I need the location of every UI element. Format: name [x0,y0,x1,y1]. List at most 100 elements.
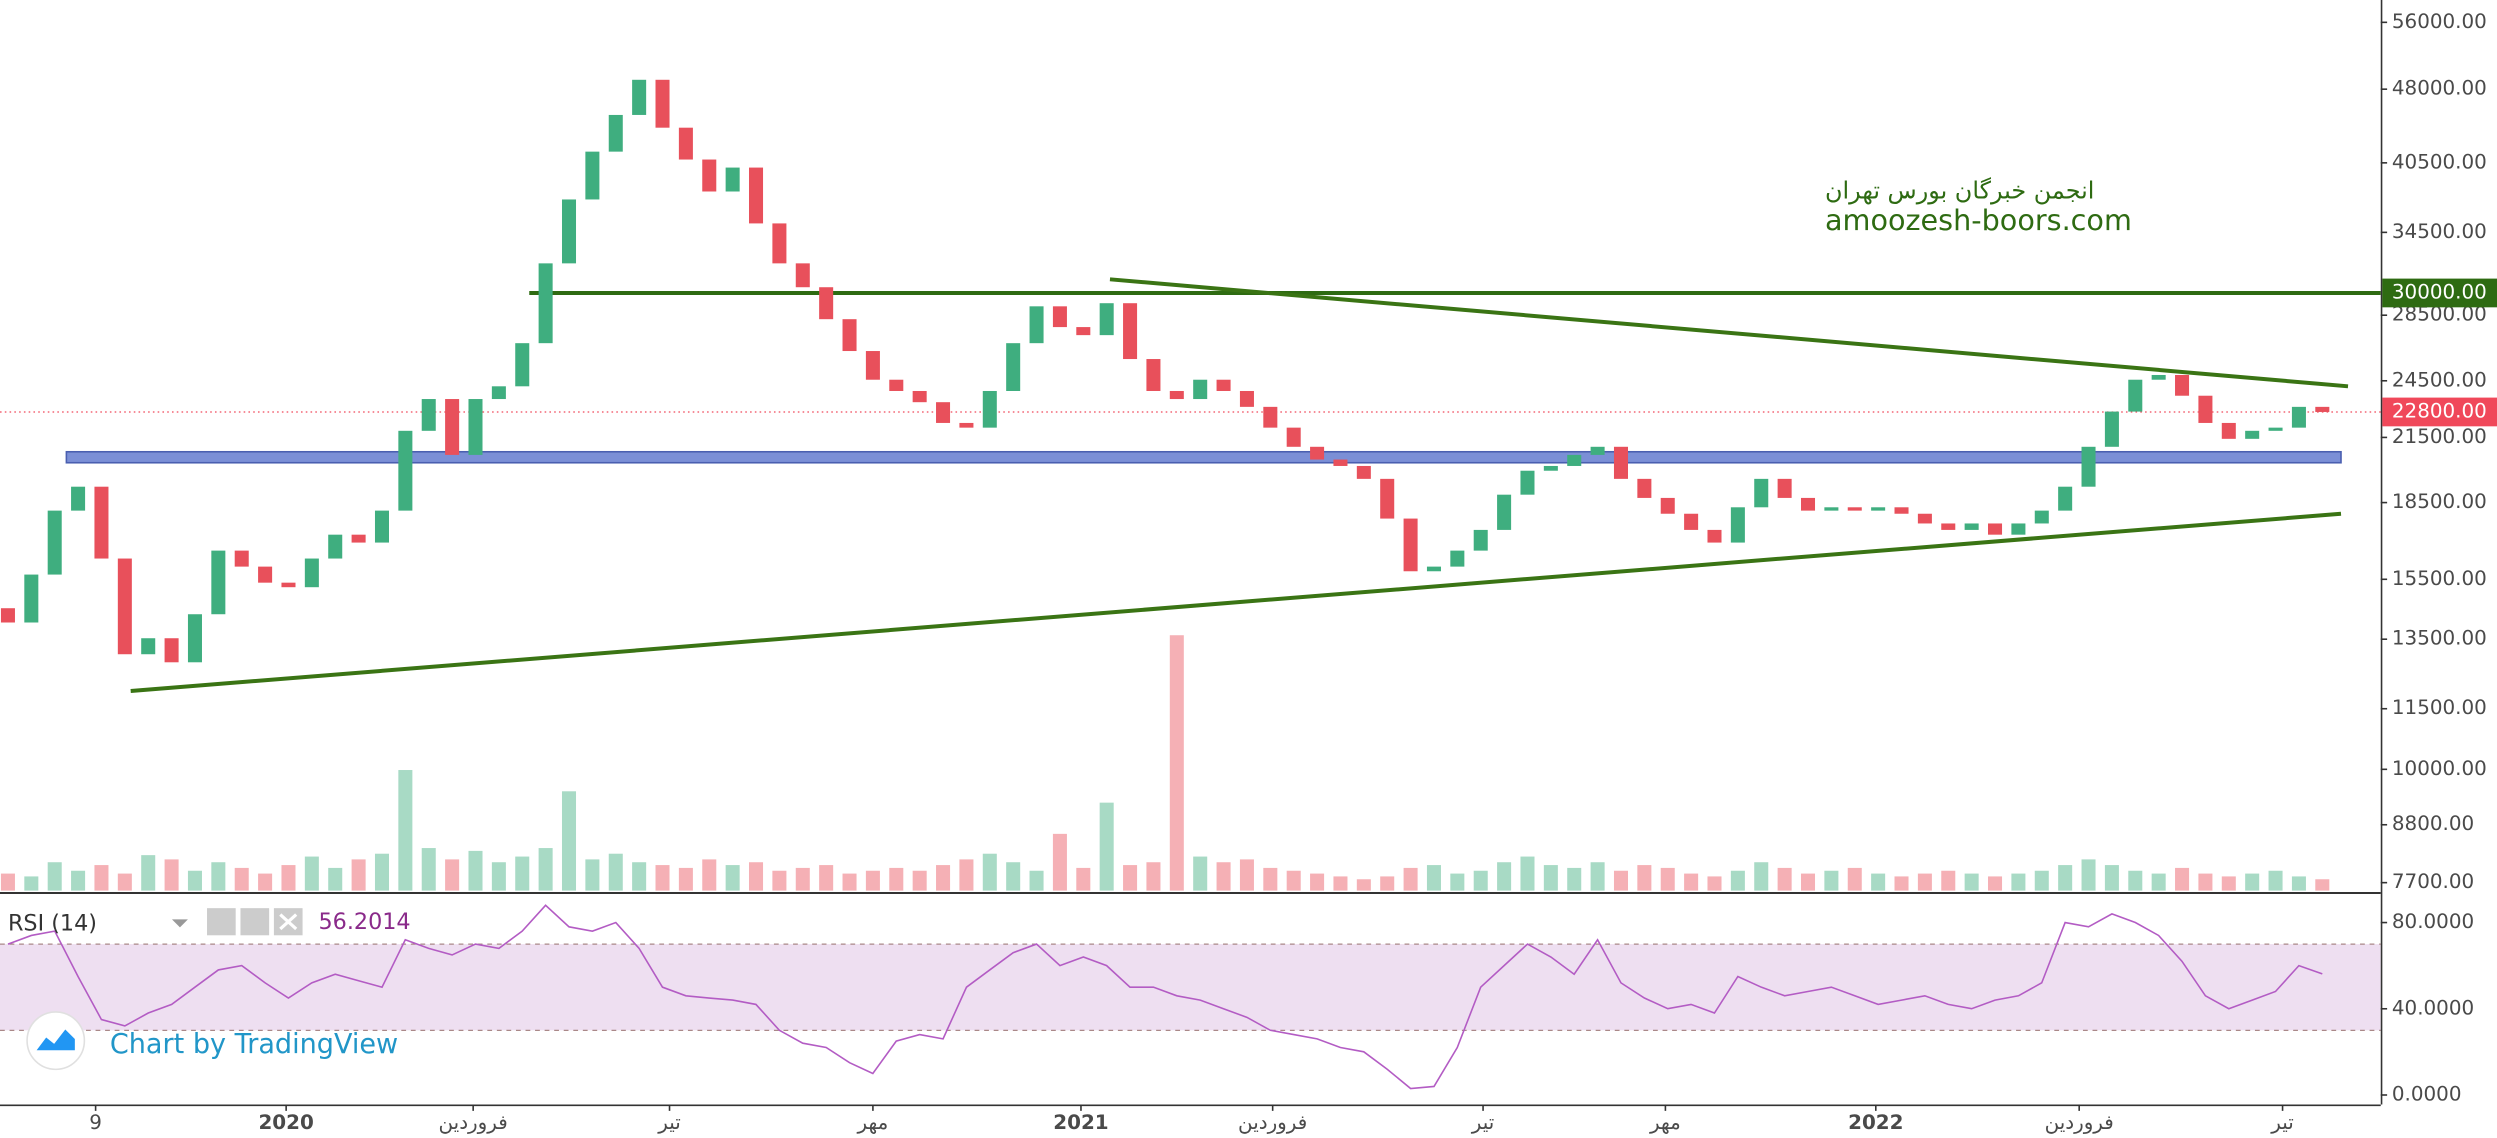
volume-bar [304,856,319,891]
y-tick-label: 40500.00 [2392,150,2487,173]
candle-body [1239,390,1254,407]
x-tick-label: 9 [89,1111,102,1134]
volume-bar [982,853,997,891]
volume-bar [2268,870,2283,891]
volume-bar [281,865,296,891]
candle-body [281,582,296,588]
volume-bar [1473,870,1488,891]
candle-body [1824,507,1839,511]
volume-bar [1988,876,2003,891]
volume-bar [1964,873,1979,891]
x-tick-label: تیر [1471,1111,1495,1134]
volume-bar [2175,867,2190,891]
candle-body [2081,446,2096,487]
credit[interactable]: Chart by TradingView [110,1029,398,1060]
volume-bar [1590,862,1605,891]
candle-body [1800,497,1816,511]
candle-body [678,127,693,160]
volume-bar [1917,873,1932,891]
volume-bar [772,870,787,891]
candle-body [1590,446,1605,455]
volume-bar [1871,873,1886,891]
candle-body [982,390,997,428]
volume-bar [842,873,857,891]
volume-bar [445,859,460,891]
volume-bar [1777,867,1792,891]
volume-bar [1567,867,1582,891]
candle-body [1637,478,1652,498]
volume-bar [1239,859,1254,891]
volume-bar [1123,865,1138,891]
volume-bar [1660,867,1675,891]
candle-body [0,608,15,623]
candle-body [725,167,740,192]
hide-icon[interactable] [207,908,236,936]
candle-body [491,386,506,400]
candle-body [468,399,483,455]
candle-body [1707,529,1722,543]
volume-bar [1029,870,1044,891]
current-price-label: 22800.00 [2392,399,2487,422]
candle-body [1356,465,1371,479]
volume-bar [702,859,717,891]
x-tick-label: مهر [857,1111,889,1134]
volume-bar [1520,856,1535,891]
volume-bar [2198,873,2213,891]
candle-body [94,486,109,559]
volume-bar [1754,862,1769,891]
volume-bar [2151,873,2166,891]
candle-body [1754,478,1769,508]
volume-bar [1006,862,1021,891]
volume-bar [1052,833,1067,891]
tradingview-logo[interactable] [26,1011,86,1071]
candle-body [1286,427,1301,447]
rsi-pane [0,904,2388,1096]
volume-bar [328,867,343,891]
volume-bar [1380,876,1395,891]
volume-bar [1894,876,1909,891]
volume-bar [1730,870,1745,891]
candle-body [1193,379,1208,400]
candle-body [304,558,319,588]
volume-bar [2315,879,2330,891]
candle-body [1099,303,1114,336]
candle-body [234,550,249,567]
volume-bar [421,848,436,891]
candle-body [1450,550,1465,567]
volume-bar [1800,873,1816,891]
volume-bar [1216,862,1231,891]
volume-bar [1426,865,1441,891]
candle-body [959,422,974,428]
candle-body [1497,494,1512,530]
price-pane [0,21,2388,891]
volume-bar [24,876,39,891]
current-price-box [2382,397,2497,427]
candle-body [398,430,413,511]
volume-bar [1684,873,1699,891]
candle-body [1613,446,1628,479]
volume-bar [351,859,366,891]
candle-body [1333,459,1348,466]
volume-bar [2104,865,2119,891]
volume-bar [725,865,740,891]
settings-icon[interactable] [240,908,270,936]
y-tick-label: 48000.00 [2392,77,2487,100]
volume-bar [1286,870,1301,891]
volume-bar [1824,870,1839,891]
y-tick-label: 13500.00 [2392,627,2487,650]
candle-body [632,79,647,115]
volume-bar [1637,865,1652,891]
volume-bar [1450,873,1465,891]
candle-body [865,351,880,380]
volume-bar [94,865,109,891]
dropdown-icon[interactable] [171,919,188,928]
watermark-site: amoozesh-boors.com [1825,203,2132,237]
y-tick-label: 28500.00 [2392,303,2487,326]
rsi-y-tick-label: 40.0000 [2392,996,2474,1019]
y-tick-label: 7700.00 [2392,870,2474,893]
y-tick-label: 56000.00 [2392,10,2487,33]
candle-body [187,614,202,663]
volume-bar [912,870,927,891]
